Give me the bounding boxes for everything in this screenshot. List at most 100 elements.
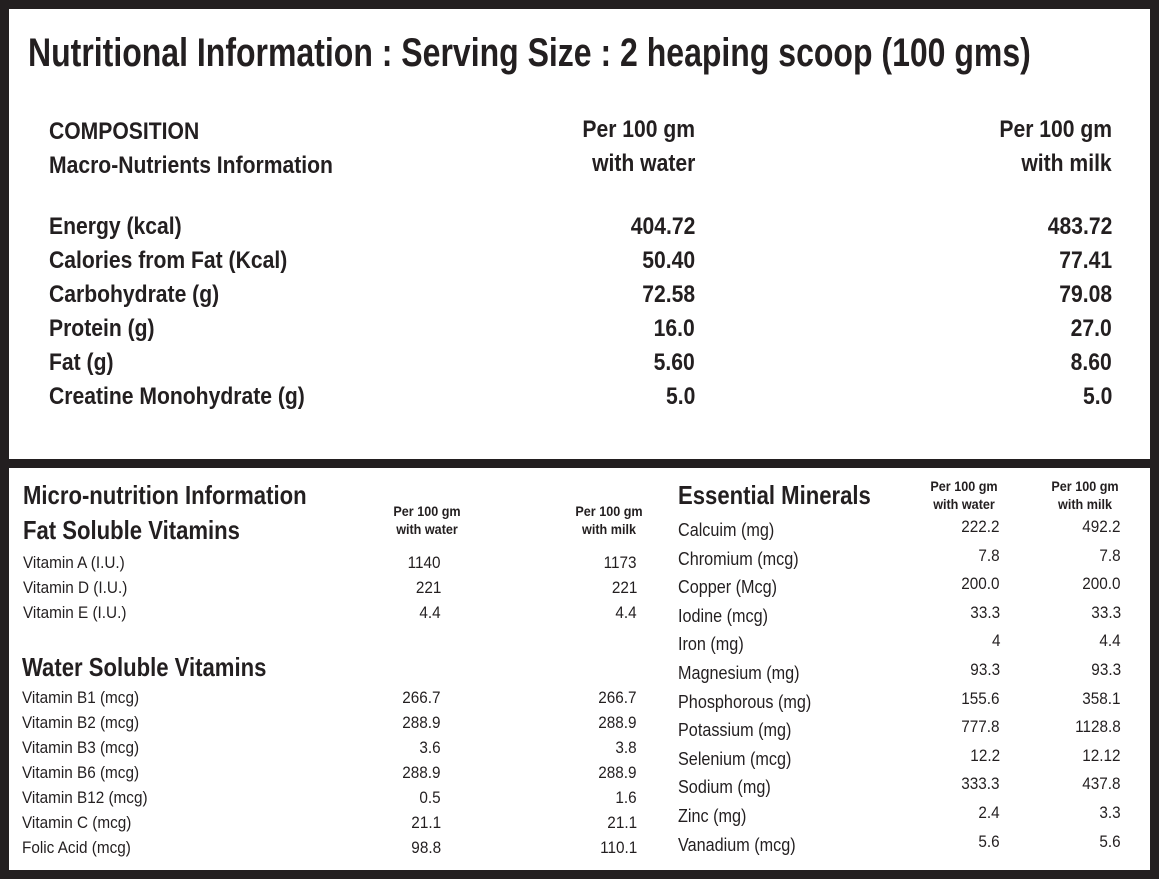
mineral-label: Zinc (mg): [678, 806, 747, 826]
mineral-water-value: 333.3: [961, 774, 1000, 794]
vitamin-milk-value: 3.8: [615, 738, 637, 757]
macro-col-water-line2: with water: [591, 150, 695, 177]
macro-col-milk-line1: Per 100 gm: [999, 116, 1112, 143]
macro-heading: Macro-Nutrients Information: [49, 152, 333, 179]
vitamin-water-value: 21.1: [411, 813, 441, 832]
mineral-water-value: 12.2: [970, 745, 1000, 765]
macro-row-water-value: 50.40: [642, 247, 695, 274]
macro-row-water-value: 5.0: [665, 383, 695, 410]
macro-row-milk-value: 8.60: [1070, 349, 1112, 376]
vitamin-milk-value: 1173: [604, 553, 637, 572]
macro-row-water-value: 404.72: [630, 213, 695, 240]
mineral-label: Calcuim (mg): [678, 520, 775, 540]
macro-row-milk-value: 77.41: [1059, 247, 1112, 274]
mineral-water-value: 4: [991, 631, 1000, 651]
mineral-water-value: 33.3: [970, 602, 1000, 622]
macro-row-milk-value: 79.08: [1059, 281, 1112, 308]
macro-panel: Nutritional Information : Serving Size :…: [9, 9, 1150, 459]
mineral-label: Magnesium (mg): [678, 663, 800, 683]
mineral-milk-value: 492.2: [1082, 517, 1121, 536]
mineral-water-value: 7.8: [978, 545, 1000, 565]
vitamin-water-value: 1140: [408, 553, 441, 572]
minerals-col-milk-header: Per 100 gm with milk: [1051, 478, 1119, 512]
vitamin-milk-value: 1.6: [615, 788, 637, 807]
mineral-milk-value: 7.8: [1099, 545, 1121, 565]
macro-row-water-value: 16.0: [653, 315, 695, 342]
minerals-heading: Essential Minerals: [678, 480, 871, 510]
mineral-label: Chromium (mcg): [678, 548, 799, 569]
minerals-col-water-header: Per 100 gm with water: [930, 478, 998, 512]
macro-row-label: Protein (g): [49, 315, 155, 342]
mineral-milk-value: 93.3: [1091, 660, 1121, 679]
mineral-label: Phosphorous (mg): [678, 691, 812, 712]
mineral-milk-value: 1128.8: [1075, 717, 1121, 737]
vitamin-milk-value: 21.1: [607, 813, 637, 832]
mineral-water-value: 93.3: [970, 660, 1000, 679]
vitamin-milk-value: 221: [611, 578, 637, 597]
vitamin-water-value: 98.8: [411, 838, 441, 857]
vitamin-label: Vitamin E (I.U.): [23, 603, 127, 622]
vitamin-label: Vitamin B12 (mcg): [22, 788, 148, 807]
micro-col-milk-header: Per 100 gm with milk: [575, 503, 643, 537]
macro-row-milk-value: 483.72: [1047, 213, 1112, 240]
micro-col-water-header: Per 100 gm with water: [393, 503, 461, 537]
macro-row-water-value: 72.58: [642, 281, 695, 308]
vitamin-milk-value: 266.7: [598, 688, 637, 707]
micro-heading: Micro-nutrition Information: [23, 480, 307, 510]
vitamin-milk-value: 288.9: [598, 763, 637, 782]
vitamin-label: Vitamin B1 (mcg): [22, 688, 140, 707]
vitamin-water-value: 266.7: [402, 688, 441, 707]
vitamin-label: Vitamin B2 (mcg): [22, 713, 140, 732]
vitamin-water-value: 288.9: [402, 713, 441, 732]
vitamin-milk-value: 110.1: [599, 838, 637, 857]
mineral-label: Copper (Mcg): [678, 577, 778, 598]
mineral-water-value: 777.8: [961, 717, 1000, 737]
mineral-water-value: 5.6: [978, 831, 1000, 851]
mineral-label: Iodine (mcg): [678, 605, 769, 626]
vitamin-water-value: 4.4: [419, 603, 441, 622]
macro-row-milk-value: 27.0: [1070, 315, 1112, 342]
macro-row-milk-value: 5.0: [1082, 383, 1112, 410]
composition-heading: COMPOSITION: [49, 118, 200, 145]
vitamin-label: Vitamin B3 (mcg): [22, 738, 140, 757]
vitamin-label: Vitamin D (I.U.): [23, 578, 128, 597]
mineral-milk-value: 33.3: [1091, 602, 1121, 622]
mineral-label: Selenium (mcg): [678, 748, 792, 769]
vitamin-water-value: 288.9: [402, 763, 441, 782]
mineral-water-value: 2.4: [978, 803, 1000, 822]
water-soluble-heading: Water Soluble Vitamins: [22, 652, 267, 682]
mineral-milk-value: 358.1: [1082, 688, 1121, 708]
macro-col-milk-line2: with milk: [1021, 150, 1112, 177]
mineral-water-value: 200.0: [961, 574, 1000, 594]
page-title: Nutritional Information : Serving Size :…: [28, 31, 1031, 75]
vitamin-label: Vitamin A (I.U.): [23, 553, 125, 572]
mineral-label: Vanadium (mcg): [678, 834, 796, 855]
macro-row-label: Creatine Monohydrate (g): [49, 383, 305, 410]
mineral-label: Iron (mg): [678, 634, 744, 655]
fat-soluble-heading: Fat Soluble Vitamins: [23, 515, 240, 545]
mineral-label: Potassium (mg): [678, 720, 792, 741]
vitamin-water-value: 3.6: [419, 738, 441, 757]
vitamin-label: Vitamin C (mcg): [22, 813, 132, 832]
mineral-milk-value: 437.8: [1082, 774, 1121, 794]
vitamin-label: Folic Acid (mcg): [22, 838, 131, 857]
mineral-milk-value: 3.3: [1099, 803, 1121, 822]
macro-row-label: Carbohydrate (g): [49, 281, 220, 308]
macro-col-water-line1: Per 100 gm: [582, 116, 695, 143]
vitamin-water-value: 221: [415, 578, 441, 597]
mineral-label: Sodium (mg): [678, 777, 771, 798]
macro-row-water-value: 5.60: [653, 349, 695, 376]
mineral-milk-value: 200.0: [1082, 574, 1121, 594]
vitamin-label: Vitamin B6 (mcg): [22, 763, 140, 782]
micro-panel: Micro-nutrition Information Fat Soluble …: [9, 468, 1150, 870]
macro-row-label: Energy (kcal): [49, 213, 182, 240]
mineral-water-value: 222.2: [961, 517, 1000, 536]
mineral-water-value: 155.6: [961, 688, 1000, 708]
macro-row-label: Calories from Fat (Kcal): [49, 247, 288, 274]
mineral-milk-value: 5.6: [1099, 831, 1121, 851]
vitamin-water-value: 0.5: [419, 788, 441, 807]
macro-row-label: Fat (g): [49, 349, 114, 376]
vitamin-milk-value: 4.4: [615, 603, 637, 622]
mineral-milk-value: 4.4: [1099, 631, 1121, 651]
mineral-milk-value: 12.12: [1082, 745, 1121, 765]
